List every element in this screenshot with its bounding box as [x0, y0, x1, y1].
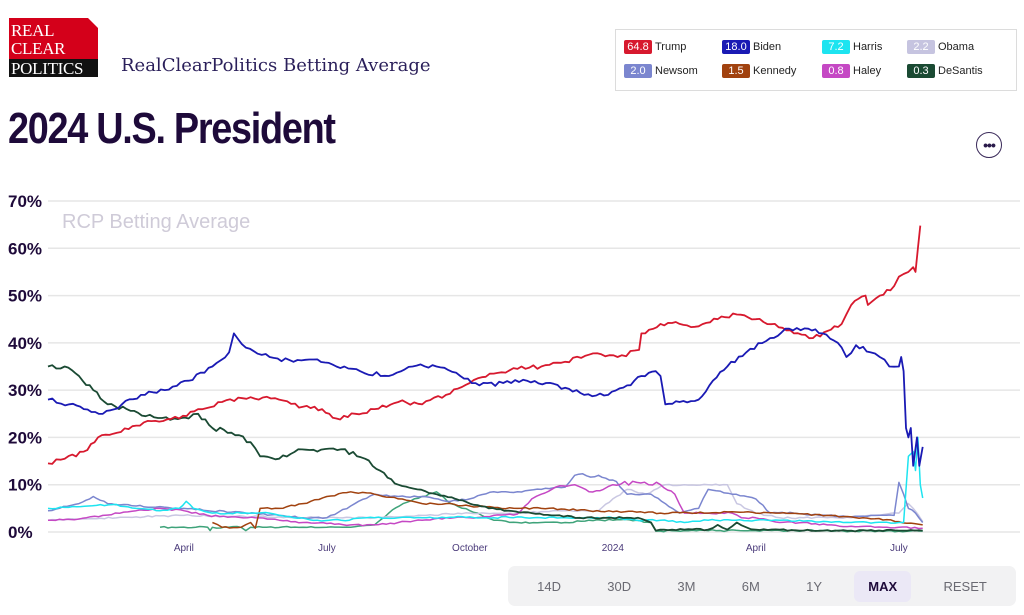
y-tick-label: 20% [8, 428, 42, 447]
legend-item-obama[interactable]: 2.2 Obama [907, 40, 974, 54]
legend-candidate-name: Harris [853, 41, 883, 53]
range-selector: 14D 30D 3M 6M 1Y MAX RESET [508, 566, 1016, 606]
site-title: RealClearPolitics Betting Average [121, 55, 431, 76]
logo-line-clear: CLEAR [11, 39, 66, 58]
chart-watermark: RCP Betting Average [62, 211, 250, 233]
series-line-biden [47, 327, 924, 467]
series-line-haley [48, 480, 923, 530]
rcp-logo[interactable]: REAL CLEAR POLITICS [9, 18, 98, 77]
more-horizontal-icon: ••• [983, 137, 996, 153]
legend: 64.8 Trump 18.0 Biden 7.2 Harris 2.2 Obama 2.0 Ne… [615, 29, 1017, 91]
legend-item-harris[interactable]: 7.2 Harris [822, 40, 882, 54]
series-line-obama [47, 483, 924, 523]
range-button-reset[interactable]: RESET [943, 578, 987, 594]
legend-candidate-name: Trump [655, 41, 687, 53]
x-tick-label: July [890, 543, 908, 554]
legend-item-haley[interactable]: 0.8 Haley [822, 64, 881, 78]
y-tick-label: 60% [8, 239, 42, 258]
x-tick-label: 2024 [602, 543, 625, 554]
legend-item-biden[interactable]: 18.0 Biden [722, 40, 781, 54]
x-tick-label: April [746, 543, 766, 554]
y-tick-label: 30% [8, 381, 42, 400]
x-tick-label: July [318, 543, 336, 554]
legend-value-badge: 64.8 [624, 40, 652, 54]
series-line-trump [47, 225, 922, 465]
legend-value-badge: 7.2 [822, 40, 850, 54]
y-tick-label: 40% [8, 334, 42, 353]
legend-value-badge: 2.0 [624, 64, 652, 78]
more-options-button[interactable]: ••• [976, 132, 1002, 158]
range-button-max[interactable]: MAX [854, 570, 912, 602]
y-tick-label: 0% [8, 523, 33, 542]
legend-candidate-name: Newsom [655, 65, 698, 77]
range-button-30d[interactable]: 30D [607, 578, 632, 594]
legend-item-trump[interactable]: 64.8 Trump [624, 40, 686, 54]
series-line-kennedy [212, 491, 923, 529]
page-title: 2024 U.S. President [8, 104, 336, 153]
y-tick-label: 50% [8, 287, 42, 306]
series-line-desantis [47, 364, 923, 533]
legend-value-badge: 1.5 [722, 64, 750, 78]
legend-candidate-name: Kennedy [753, 65, 797, 77]
range-button-3m[interactable]: 3M [677, 578, 696, 594]
legend-candidate-name: Haley [853, 65, 882, 77]
logo-red-block [9, 18, 98, 59]
logo-line-politics: POLITICS [11, 59, 84, 78]
legend-value-badge: 2.2 [907, 40, 935, 54]
y-tick-label: 70% [8, 192, 42, 211]
legend-item-kennedy[interactable]: 1.5 Kennedy [722, 64, 796, 78]
legend-candidate-name: Obama [938, 41, 975, 53]
range-button-14d[interactable]: 14D [537, 578, 561, 594]
legend-value-badge: 0.3 [907, 64, 935, 78]
x-tick-label: April [174, 543, 194, 554]
y-tick-label: 10% [8, 476, 42, 495]
series-line-harris [47, 436, 924, 524]
logo-black-block [9, 59, 98, 77]
legend-candidate-name: Biden [753, 41, 782, 53]
legend-item-desantis[interactable]: 0.3 DeSantis [907, 64, 983, 78]
line-chart[interactable]: 0% 10% 20% 30% 40% 50% 60% 70% RCP Betting Avera… [0, 185, 1024, 565]
range-button-1y[interactable]: 1Y [806, 578, 823, 594]
legend-item-newsom[interactable]: 2.0 Newsom [624, 64, 698, 78]
legend-value-badge: 0.8 [822, 64, 850, 78]
legend-value-badge: 18.0 [722, 40, 750, 54]
x-tick-label: October [452, 543, 488, 554]
range-button-6m[interactable]: 6M [741, 578, 760, 594]
logo-corner-fold [88, 18, 98, 28]
legend-candidate-name: DeSantis [938, 65, 983, 77]
logo-line-real: REAL [11, 21, 55, 40]
